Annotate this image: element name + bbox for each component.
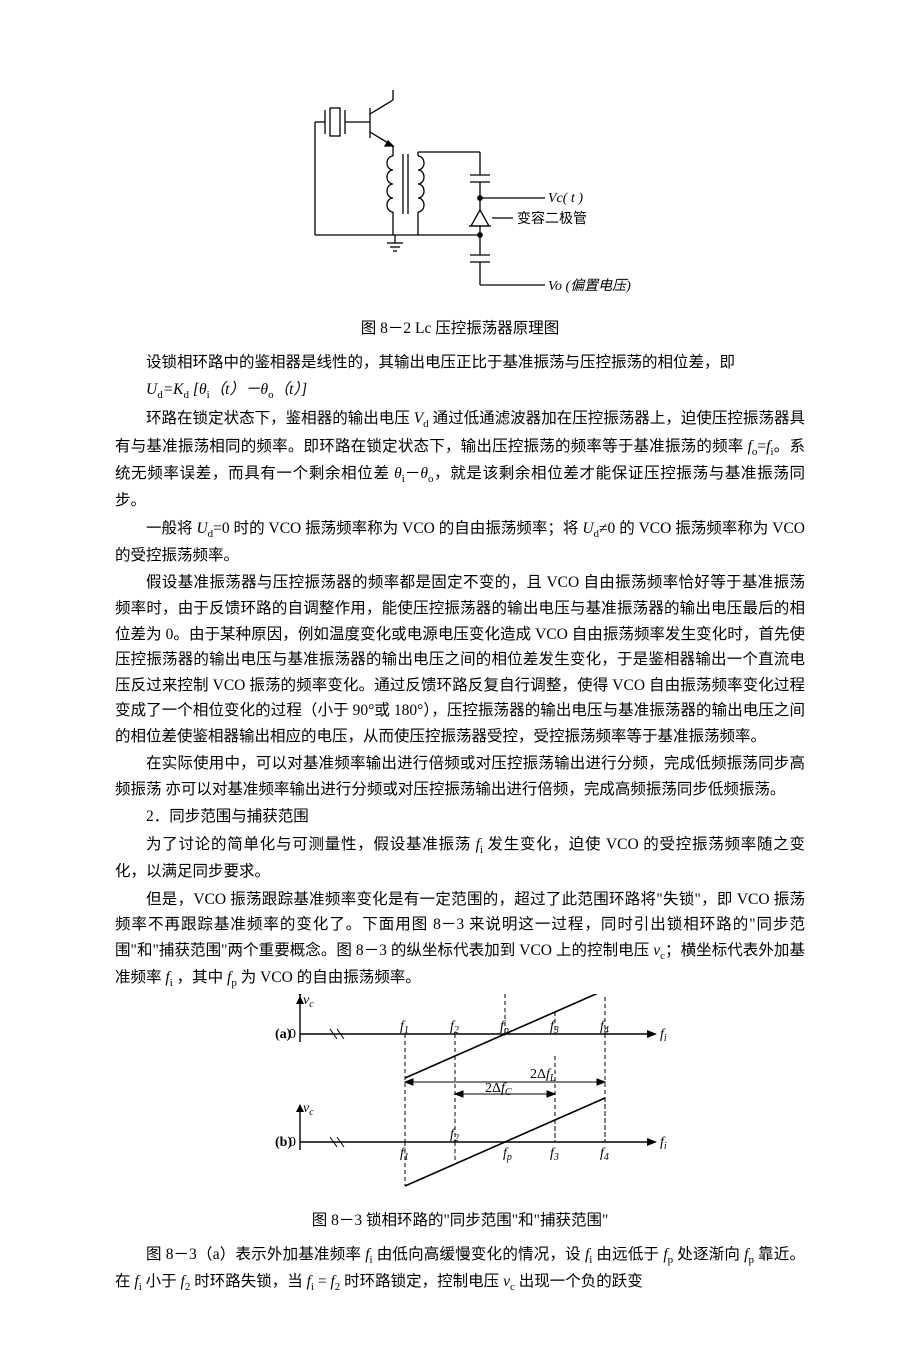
figure-8-3: (a) 0 vc fi f1 f2 fp f3 f4	[115, 994, 805, 1202]
vc-label: Vc( t )	[548, 191, 583, 206]
svg-text:f2: f2	[450, 1127, 459, 1144]
svg-text:fp: fp	[503, 1146, 512, 1163]
figure-8-3-caption: 图 8－3 锁相环路的"同步范围"和"捕获范围"	[115, 1208, 805, 1234]
svg-text:2ΔfC: 2ΔfC	[485, 1081, 512, 1098]
svg-text:f1: f1	[400, 1019, 409, 1036]
paragraph-8: 图 8－3（a）表示外加基准频率 fi 由低向高缓慢变化的情况，设 fi 由远低…	[115, 1242, 805, 1296]
paragraph-6: 为了讨论的简单化与可测量性，假设基准振荡 fi 发生变化，迫使 VCO 的受控振…	[115, 832, 805, 885]
sync-capture-plot-svg: (a) 0 vc fi f1 f2 fp f3 f4	[245, 994, 675, 1202]
page-content: Vc( t ) 变容二极管 Vo (偏置电压) 图 8－2 Lc 压控振荡器原理…	[0, 0, 920, 1358]
figure-8-2: Vc( t ) 变容二极管 Vo (偏置电压)	[115, 90, 805, 310]
svg-text:2ΔfL: 2ΔfL	[530, 1067, 556, 1084]
svg-text:fp: fp	[500, 1019, 509, 1036]
circuit-diagram-svg: Vc( t ) 变容二极管 Vo (偏置电压)	[285, 90, 635, 310]
figure-8-2-caption: 图 8－2 Lc 压控振荡器原理图	[115, 316, 805, 342]
svg-text:0: 0	[289, 1135, 296, 1150]
section-2-heading: 2．同步范围与捕获范围	[115, 804, 805, 830]
svg-text:vc: vc	[303, 1101, 314, 1118]
svg-text:f4: f4	[600, 1019, 609, 1036]
paragraph-3: 一般将 Ud=0 时的 VCO 振荡频率称为 VCO 的自由振荡频率；将 Ud≠…	[115, 516, 805, 569]
paragraph-7: 但是，VCO 振荡跟踪基准频率变化是有一定范围的，超过了此范围环路将"失锁"，即…	[115, 887, 805, 993]
svg-text:f2: f2	[450, 1019, 459, 1036]
svg-text:0: 0	[289, 1027, 296, 1042]
svg-text:f4: f4	[600, 1146, 609, 1163]
paragraph-2: 环路在锁定状态下，鉴相器的输出电压 Vd 通过低通滤波器加在压控振荡器上，迫使压…	[115, 406, 805, 513]
vo-label: Vo (偏置电压)	[548, 278, 631, 294]
svg-text:f3: f3	[550, 1019, 559, 1036]
svg-text:vc: vc	[303, 994, 314, 1010]
svg-text:fi: fi	[660, 1135, 667, 1152]
svg-text:fi: fi	[660, 1027, 667, 1044]
paragraph-1: 设锁相环路中的鉴相器是线性的，其输出电压正比于基准振荡与压控振荡的相位差，即	[115, 350, 805, 376]
formula-ud: Ud=Kd [θi（t）－θo（t）]	[115, 377, 805, 404]
varactor-label: 变容二极管	[517, 210, 587, 227]
paragraph-4: 假设基准振荡器与压控振荡器的频率都是固定不变的，且 VCO 自由振荡频率恰好等于…	[115, 570, 805, 749]
paragraph-5: 在实际使用中，可以对基准频率输出进行倍频或对压控振荡输出进行分频，完成低频振荡同…	[115, 751, 805, 802]
svg-text:f3: f3	[550, 1146, 559, 1163]
svg-text:f1: f1	[400, 1146, 409, 1163]
